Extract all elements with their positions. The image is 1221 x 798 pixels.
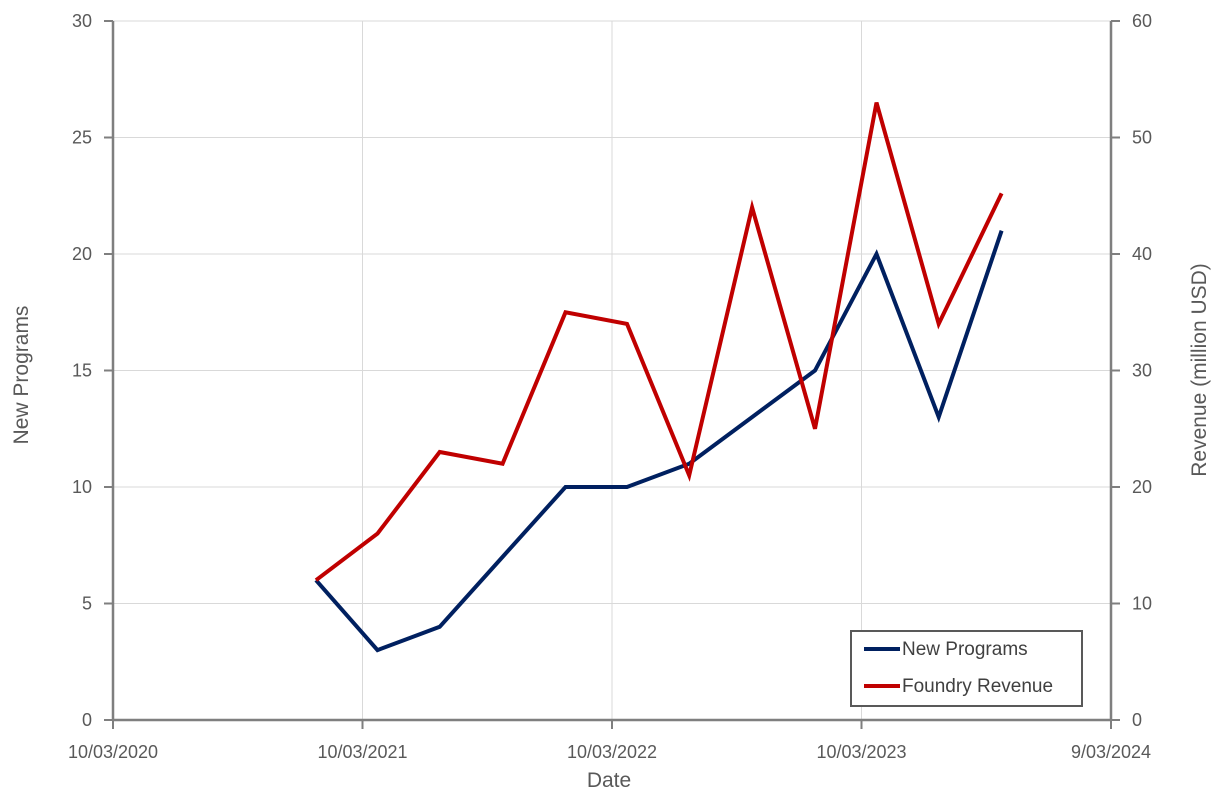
y-tick-label: 20 [72,244,92,264]
legend-label-new-programs: New Programs [902,639,1028,660]
y2-tick-label: 0 [1132,710,1142,730]
legend-label-foundry-revenue: Foundry Revenue [902,676,1053,697]
y-tick-label: 15 [72,361,92,381]
y2-tick-label: 10 [1132,594,1152,614]
y2-tick-label: 40 [1132,244,1152,264]
series-layer [314,102,1004,653]
x-tick-label: 10/03/2021 [317,742,407,762]
axes [104,20,1120,729]
y2-tick-label: 20 [1132,477,1152,497]
x-axis-title: Date [587,769,631,792]
x-tick-label: 9/03/2024 [1071,742,1151,762]
y-tick-label: 25 [72,128,92,148]
x-tick-label: 10/03/2023 [816,742,906,762]
series-line-new-programs [314,230,1004,653]
y2-tick-label: 60 [1132,11,1152,31]
series-line-foundry-revenue [314,102,1004,582]
tick-labels: 0 5 10 15 20 25 30 0 10 20 30 40 50 60 10/03/2020 10/03… [68,11,1152,762]
y-axis-title: New Programs [10,306,33,445]
y2-tick-label: 30 [1132,361,1152,381]
legend-box [850,630,1083,707]
y-tick-label: 10 [72,477,92,497]
y-tick-label: 5 [82,594,92,614]
x-tick-label: 10/03/2020 [68,742,158,762]
y-tick-label: 30 [72,11,92,31]
y-tick-label: 0 [82,710,92,730]
y2-axis-title: Revenue (million USD) [1188,263,1211,477]
x-tick-label: 10/03/2022 [567,742,657,762]
gridlines [113,20,1111,720]
y2-tick-label: 50 [1132,128,1152,148]
legend: New Programs Foundry Revenue [850,630,1083,707]
